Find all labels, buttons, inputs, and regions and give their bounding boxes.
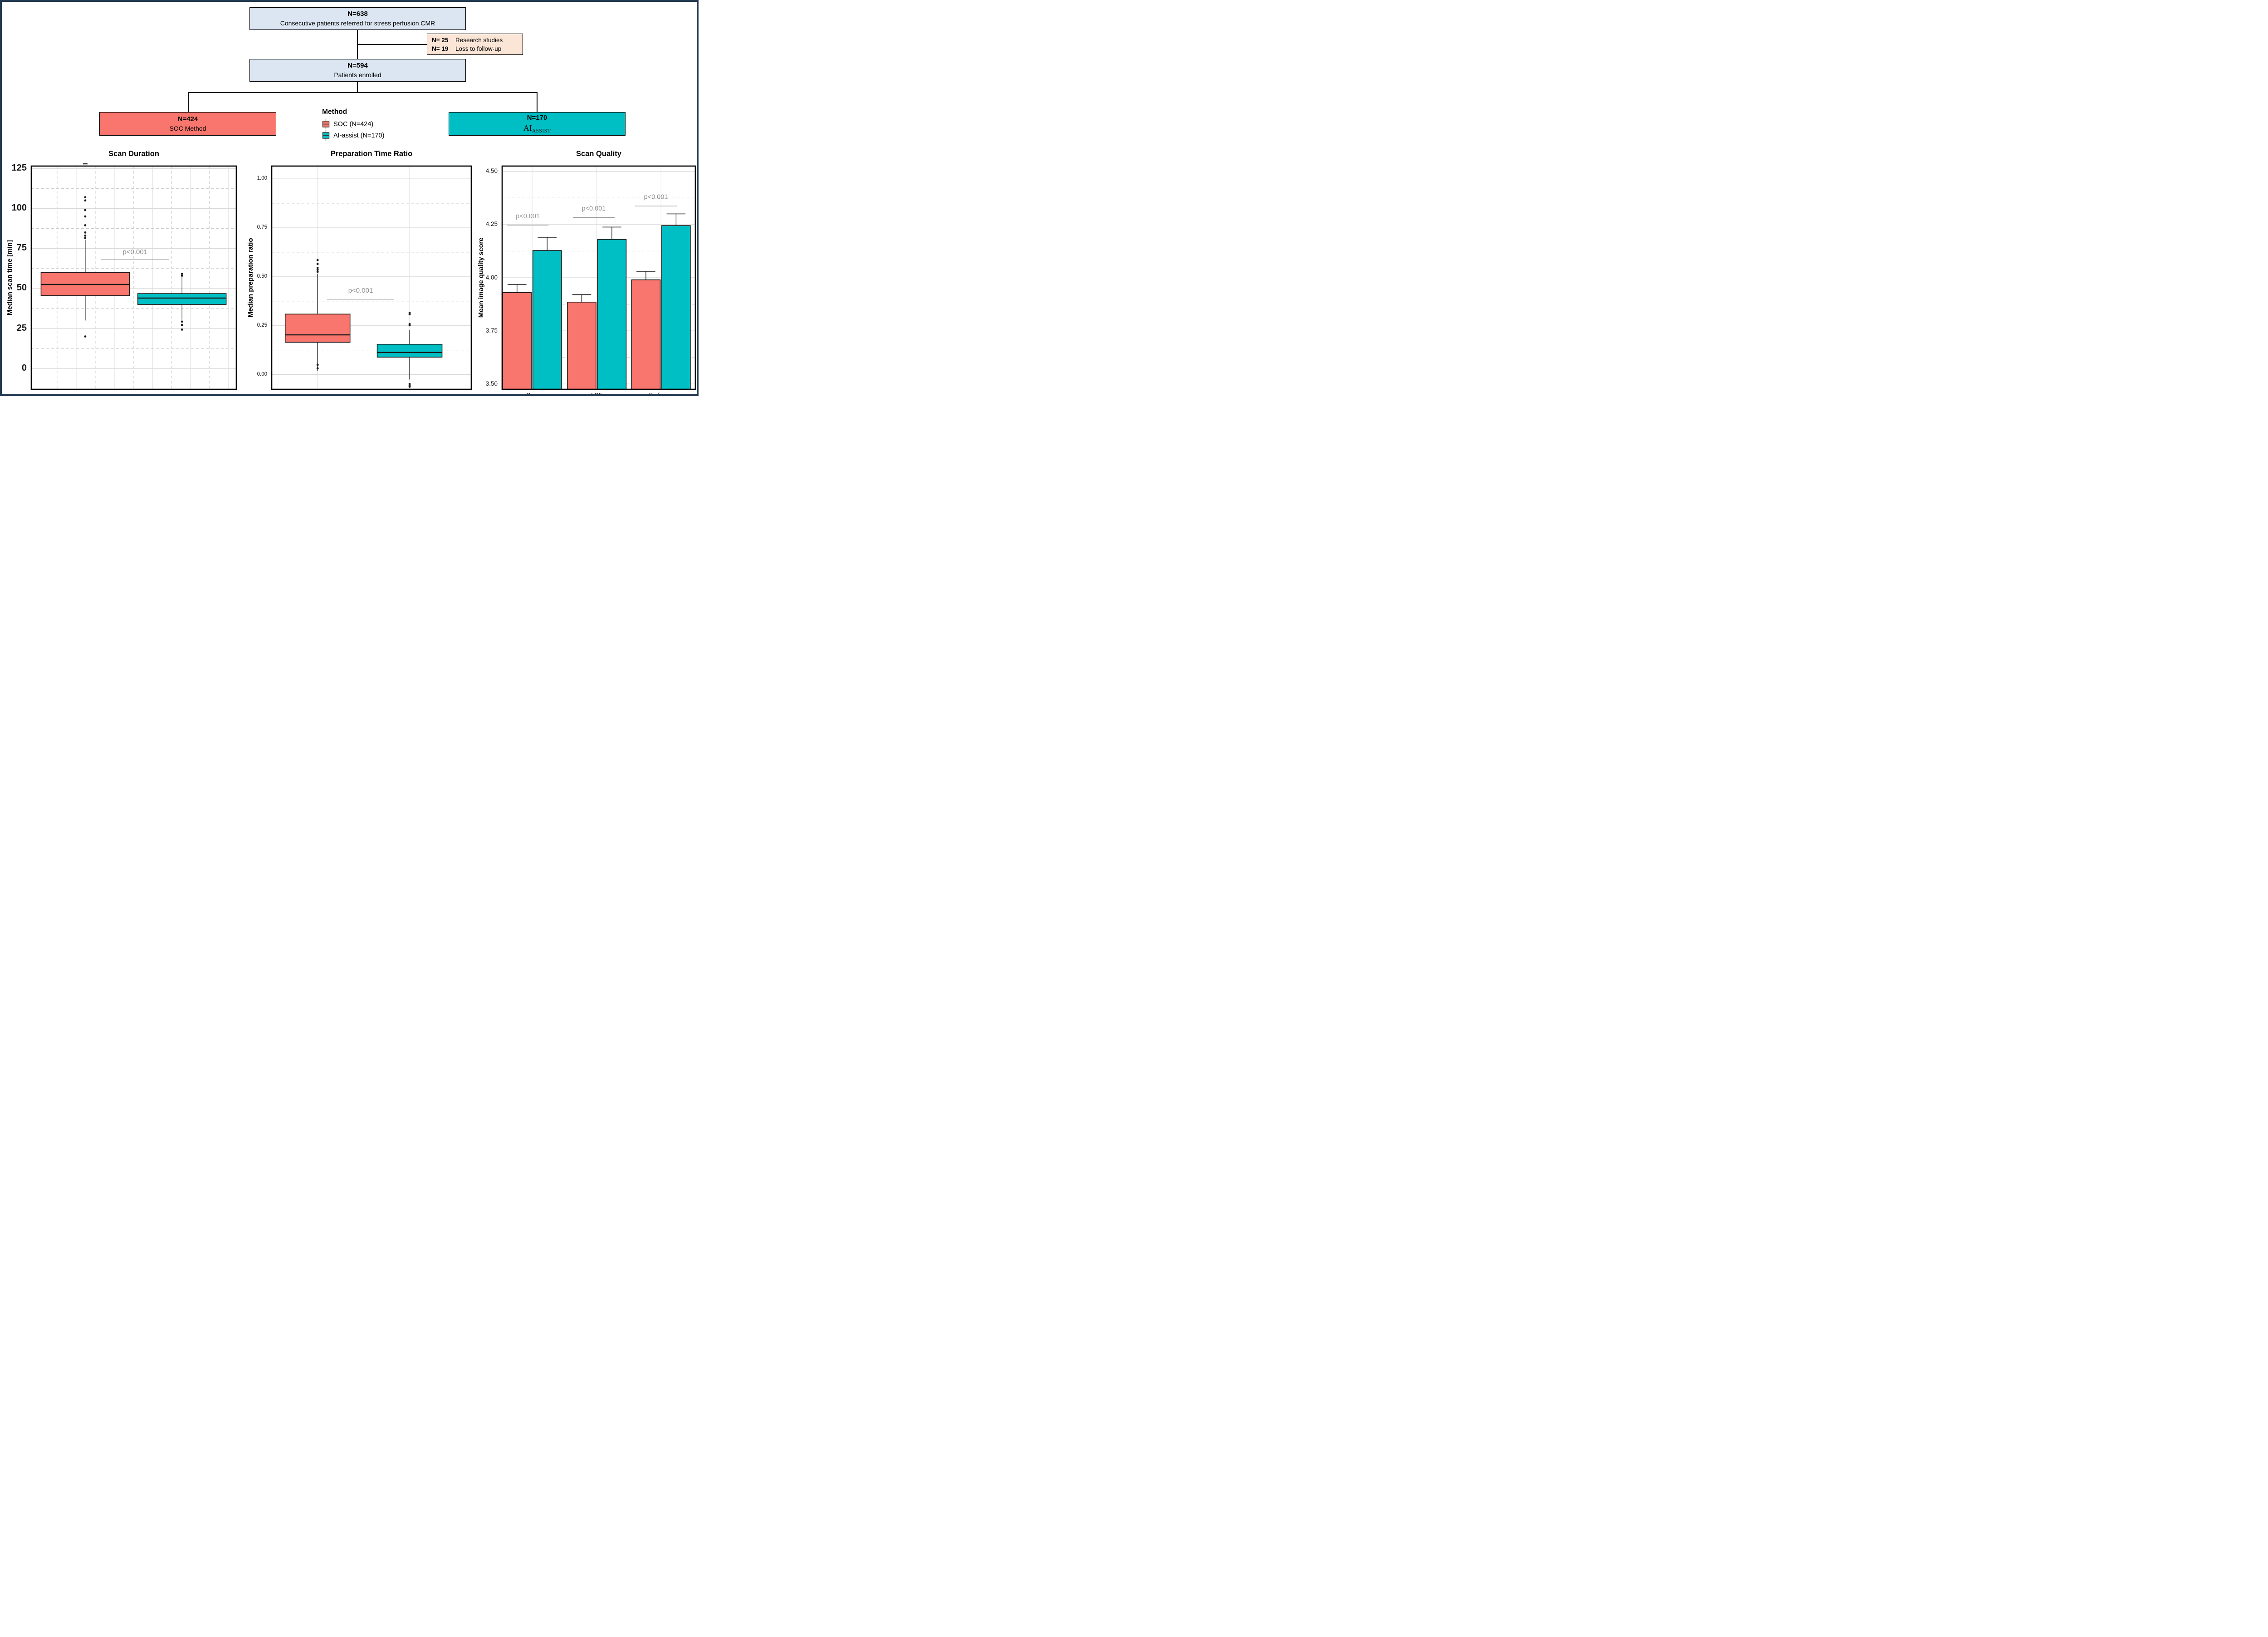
y-axis-tick-label: 1.00	[257, 175, 267, 181]
svg-text:p<0.001: p<0.001	[516, 213, 540, 220]
y-axis-tick-label: 25	[16, 323, 27, 333]
chart-title-scan-duration: Scan Duration	[108, 150, 159, 158]
chart-title-preparation-ratio: Preparation Time Ratio	[330, 150, 413, 158]
excluded-row-n: N= 19	[432, 45, 449, 52]
legend-item-label: SOC (N=424)	[333, 120, 374, 128]
legend-title: Method	[322, 108, 347, 116]
flow-box-ai-label: AIASSIST	[523, 123, 551, 134]
flow-box-total: N=638 Consecutive patients referred for …	[249, 7, 466, 30]
flow-box-soc-label: SOC Method	[169, 125, 206, 132]
excluded-row-label: Loss to follow-up	[455, 45, 502, 52]
y-axis-tick-label: 0	[21, 363, 27, 373]
flow-box-total-label: Consecutive patients referred for stress…	[280, 20, 435, 27]
flow-box-soc-n: N=424	[177, 115, 198, 123]
flow-box-ai: N=170 AIASSIST	[449, 112, 626, 136]
scan-quality-barchart: p<0.001 p<0.001 p<0.001	[501, 165, 696, 390]
y-axis-tick-label: 0.75	[257, 224, 267, 230]
y-axis-tick-label: 0.00	[257, 371, 267, 377]
y-axis-tick-label: 0.50	[257, 273, 267, 279]
y-axis-tick-label: 0.25	[257, 322, 267, 328]
flow-box-enrolled: N=594 Patients enrolled	[249, 59, 466, 82]
boxplot-glyph-icon	[322, 130, 330, 141]
y-axis-tick-label: 50	[16, 283, 27, 293]
method-legend: Method SOC (N=424) AI-assist (N=170)	[322, 108, 384, 142]
flow-box-enrolled-n: N=594	[347, 62, 368, 70]
connector-soc-vertical	[188, 92, 189, 112]
legend-item-label: AI-assist (N=170)	[333, 132, 385, 139]
legend-item-ai: AI-assist (N=170)	[322, 130, 384, 141]
x-axis-tick-label: Cine	[526, 392, 538, 396]
connector-ai-vertical	[537, 92, 538, 112]
excluded-row-n: N= 25	[432, 36, 449, 44]
chart-title-scan-quality: Scan Quality	[576, 150, 621, 158]
connector-top-vertical	[357, 30, 358, 59]
connector-enrolled-vertical	[357, 82, 358, 92]
excluded-row: N= 25 Research studies	[427, 36, 523, 44]
legend-item-soc: SOC (N=424)	[322, 119, 384, 129]
flow-box-excluded: N= 25 Research studies N= 19 Loss to fol…	[427, 34, 523, 55]
y-axis-tick-label: 125	[11, 162, 27, 173]
y-axis-tick-label: 4.00	[485, 274, 498, 281]
y-axis-tick-label: 3.50	[485, 380, 498, 387]
connector-split-horizontal	[188, 92, 537, 93]
figure-canvas: N=638 Consecutive patients referred for …	[0, 0, 699, 396]
y-axis-tick-label: 3.75	[485, 327, 498, 334]
x-axis-tick-label: LGE	[591, 392, 603, 396]
excluded-row: N= 19 Loss to follow-up	[427, 44, 523, 53]
y-axis-tick-label: 4.25	[485, 221, 498, 228]
svg-text:p<0.001: p<0.001	[122, 248, 147, 256]
boxplot-glyph-icon	[322, 119, 330, 129]
y-axis-tick-label: 4.50	[485, 167, 498, 175]
y-axis-tick-label: 75	[16, 243, 27, 253]
svg-text:p<0.001: p<0.001	[582, 205, 606, 212]
flow-box-total-n: N=638	[347, 10, 368, 18]
excluded-row-label: Research studies	[455, 36, 503, 44]
flow-box-soc: N=424 SOC Method	[99, 112, 276, 136]
connector-exclusion-horizontal	[357, 44, 427, 45]
flow-box-enrolled-label: Patients enrolled	[334, 71, 381, 79]
y-axis-tick-label: 100	[11, 203, 27, 213]
svg-text:p<0.001: p<0.001	[644, 194, 668, 201]
scan-duration-boxplot: p<0.001	[30, 163, 237, 390]
preparation-ratio-boxplot: p<0.001	[271, 165, 472, 390]
x-axis-tick-label: Perfusion	[649, 392, 673, 396]
svg-text:p<0.001: p<0.001	[348, 287, 373, 294]
flow-box-ai-n: N=170	[527, 114, 547, 122]
